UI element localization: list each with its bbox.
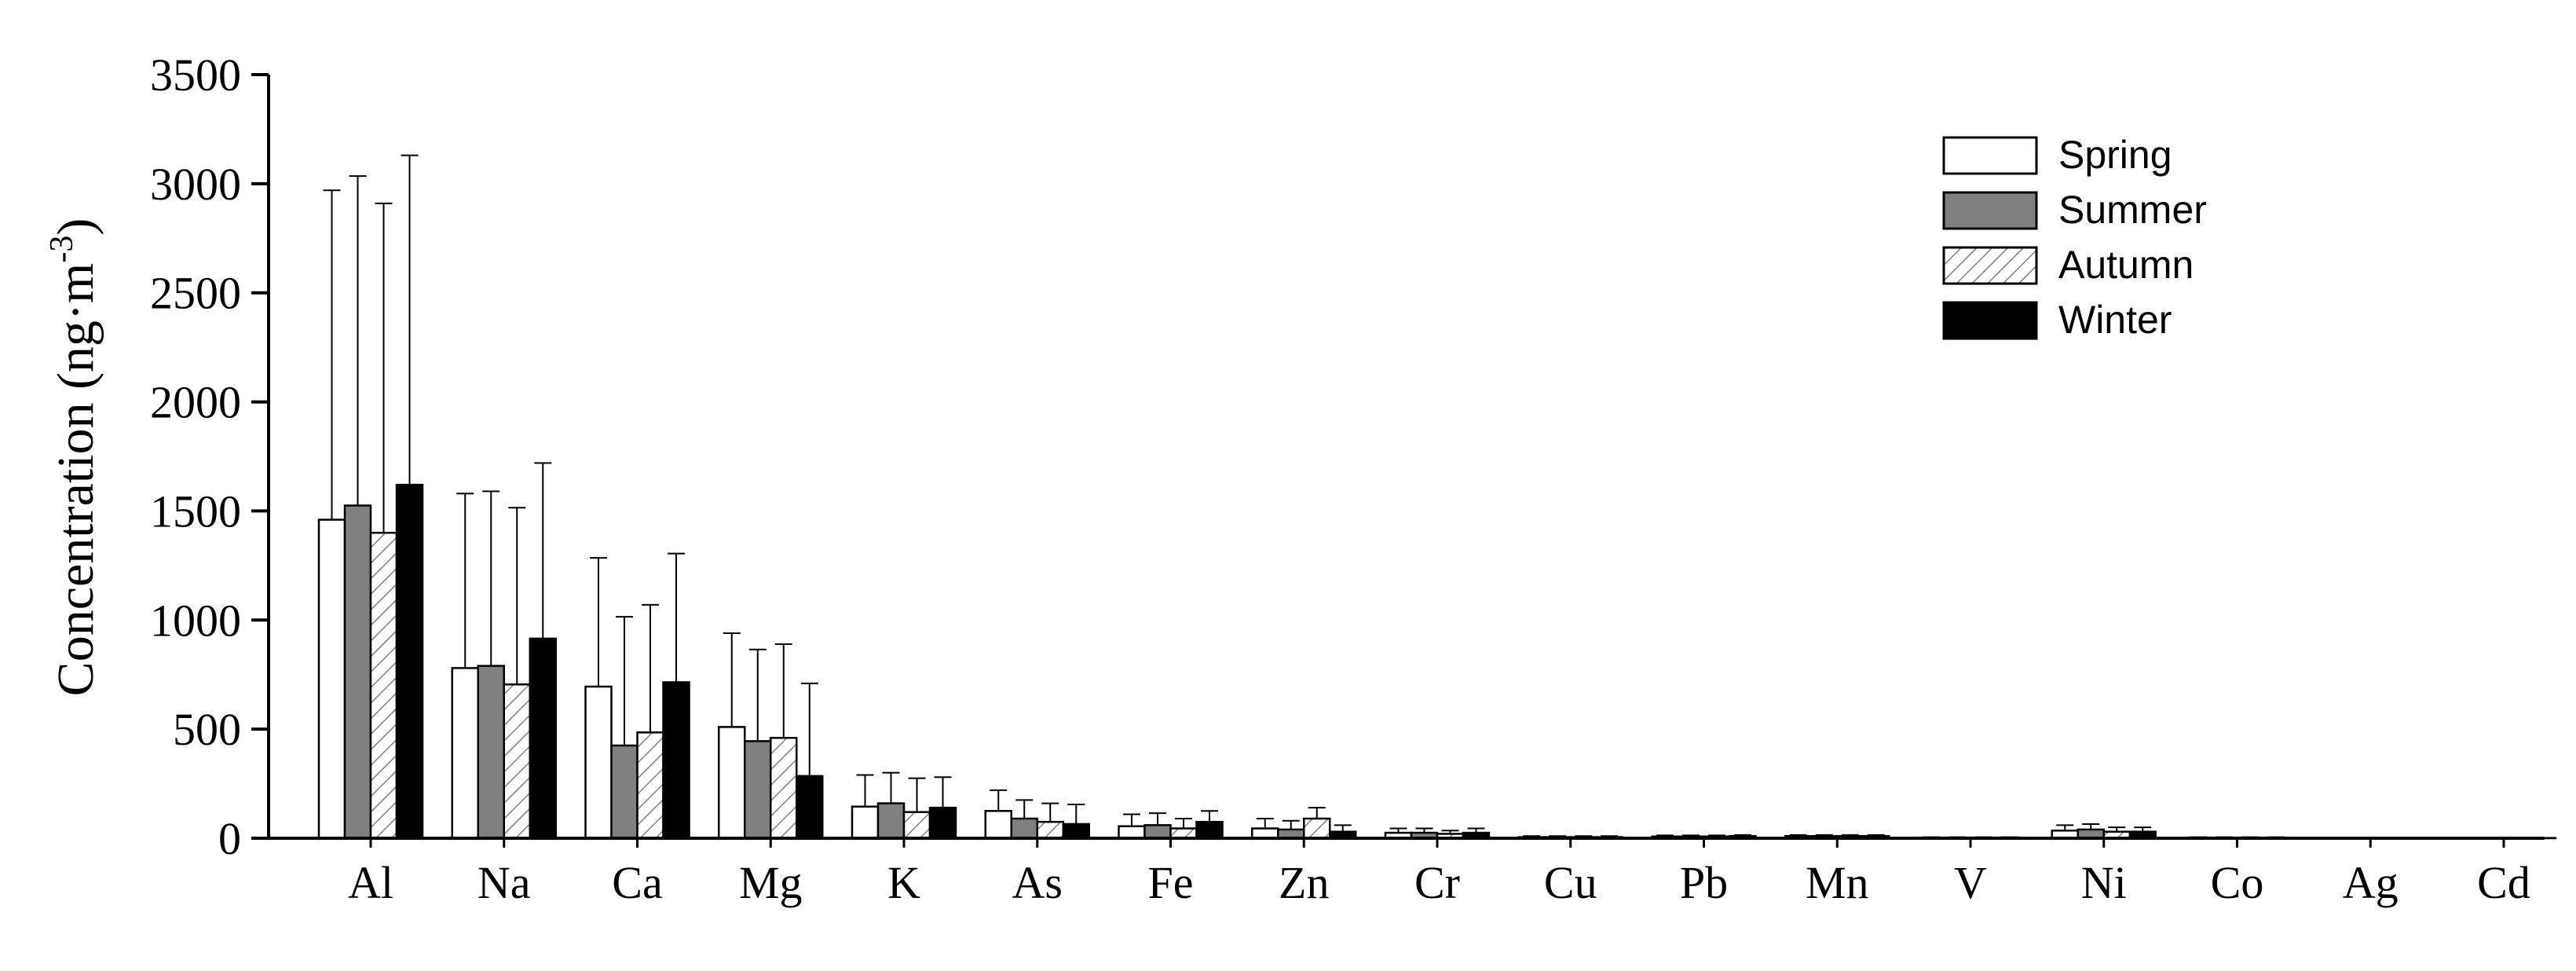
legend-label-spring: Spring	[2058, 133, 2172, 177]
x-tick-label-ag: Ag	[2343, 857, 2399, 908]
legend-swatch-spring	[1942, 136, 2038, 175]
bar-ca-spring	[584, 685, 613, 840]
x-tick-label-ca: Ca	[612, 857, 662, 908]
y-tick-label: 2000	[150, 377, 241, 428]
bar-mg-spring	[718, 726, 746, 840]
bar-na-spring	[451, 667, 479, 840]
y-tick-label: 0	[218, 813, 241, 864]
y-tick-label: 1500	[150, 486, 241, 537]
legend-label-summer: Summer	[2058, 188, 2207, 232]
bar-zn-autumn	[1303, 817, 1331, 840]
x-tick-label-zn: Zn	[1279, 857, 1329, 908]
bars	[317, 483, 2557, 840]
bar-na-autumn	[503, 683, 531, 840]
bar-na-winter	[529, 637, 557, 840]
bar-as-autumn	[1036, 820, 1064, 840]
bar-k-winter	[928, 806, 957, 840]
bar-fe-summer	[1143, 824, 1172, 840]
legend-swatch-summer	[1942, 191, 2038, 230]
bar-k-summer	[876, 802, 906, 840]
x-tick-label-pb: Pb	[1680, 857, 1728, 908]
x-tick-label-cu: Cu	[1544, 857, 1597, 908]
y-tick-label: 3000	[150, 159, 241, 210]
bar-ca-winter	[662, 681, 690, 840]
bar-al-winter	[395, 483, 424, 840]
bar-fe-spring	[1118, 825, 1146, 840]
legend-swatch-winter	[1942, 301, 2038, 340]
bar-ca-autumn	[636, 731, 664, 840]
bar-mg-summer	[744, 740, 772, 840]
bar-as-winter	[1062, 823, 1090, 840]
bar-al-summer	[343, 504, 372, 840]
x-tick-label-cr: Cr	[1414, 857, 1460, 908]
x-tick-label-fe: Fe	[1148, 857, 1194, 908]
bar-as-spring	[984, 810, 1012, 840]
x-tick-label-v: V	[1954, 857, 1987, 908]
legend-swatch-autumn	[1942, 246, 2038, 285]
x-ticks: Al Na Ca Mg K As Fe Zn Cr Cu Pb Mn V Ni Co Ag Cd	[348, 838, 2530, 908]
y-tick-label: 500	[173, 704, 241, 755]
legend: Spring Summer Autumn Winter	[1942, 133, 2207, 342]
bar-na-summer	[477, 665, 505, 840]
bar-k-autumn	[902, 811, 931, 840]
bar-ca-summer	[610, 744, 639, 840]
x-tick-label-mn: Mn	[1806, 857, 1869, 908]
x-tick-label-cd: Cd	[2477, 857, 2530, 908]
bar-fe-winter	[1195, 820, 1224, 840]
bar-al-autumn	[369, 531, 398, 840]
bar-mg-autumn	[770, 737, 798, 840]
y-axis-title: Concentration (ng·m-3)	[44, 218, 104, 697]
x-tick-label-co: Co	[2211, 857, 2264, 908]
bar-as-summer	[1010, 817, 1038, 840]
y-tick-label: 1000	[150, 595, 241, 646]
x-tick-label-al: Al	[348, 857, 393, 908]
x-tick-label-ni: Ni	[2081, 857, 2127, 908]
x-tick-label-k: K	[887, 857, 920, 908]
bar-al-spring	[317, 518, 346, 840]
bar-mg-winter	[796, 775, 824, 840]
y-tick-label: 3500	[150, 49, 241, 101]
y-tick-label: 2500	[150, 268, 241, 319]
x-tick-label-na: Na	[478, 857, 531, 908]
x-tick-label-mg: Mg	[739, 857, 803, 908]
bar-k-spring	[851, 805, 880, 840]
axes	[267, 75, 2545, 840]
legend-label-autumn: Autumn	[2058, 243, 2194, 287]
legend-label-winter: Winter	[2058, 298, 2172, 342]
x-tick-label-as: As	[1012, 857, 1063, 908]
y-ticks: 0 500 1000 1500 2000 2500 3000 3500	[150, 49, 269, 864]
